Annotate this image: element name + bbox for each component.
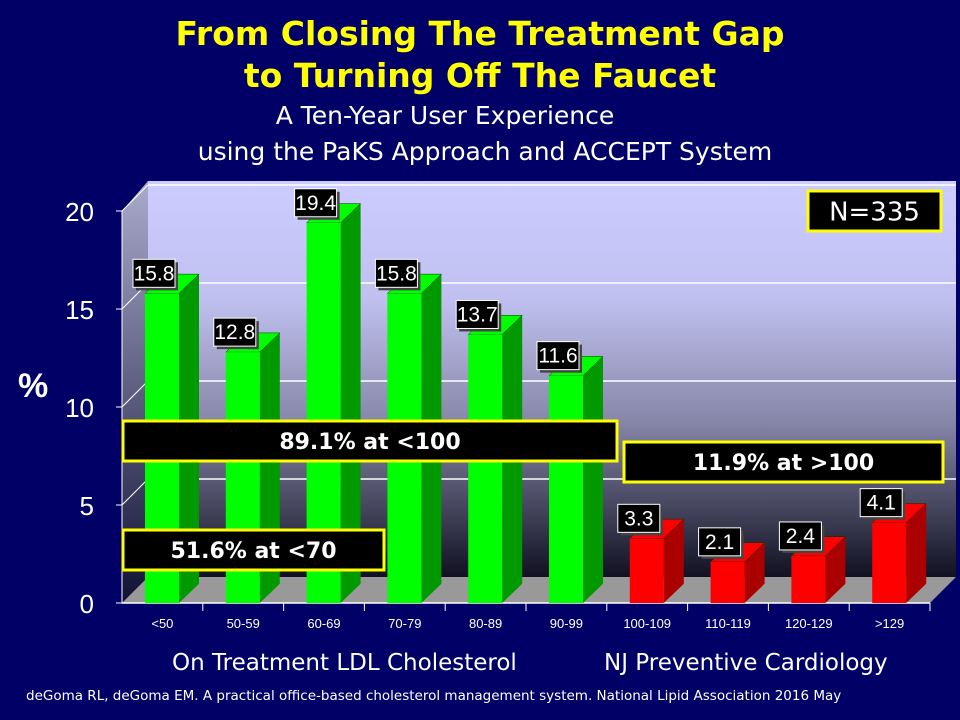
data-label-box	[778, 521, 822, 551]
x-tick-label: 50-59	[227, 616, 260, 631]
bar	[468, 334, 503, 603]
bar	[872, 522, 907, 603]
y-tick-label: 20	[65, 197, 94, 227]
x-tick-label: 100-109	[623, 616, 671, 631]
data-label: 12.8	[214, 321, 255, 344]
bar-side	[663, 519, 684, 603]
data-label: 11.6	[538, 345, 577, 368]
gridline-side	[121, 478, 149, 506]
y-tick-label: 5	[80, 491, 94, 521]
below-100-annotation: 89.1% at <100	[279, 430, 460, 455]
x-axis-title: On Treatment LDL Cholesterol	[172, 650, 517, 676]
below-70-annotation-box	[121, 528, 386, 572]
citation: deGoma RL, deGoma EM. A practical office…	[26, 688, 842, 704]
x-tick-label: 80-89	[469, 616, 502, 631]
x-tick-label: 70-79	[388, 616, 421, 631]
data-label-box	[536, 341, 580, 371]
subtitle-line-2: using the PaKS Approach and ACCEPT Syste…	[197, 137, 773, 166]
data-label: 15.8	[376, 262, 417, 285]
data-label: 19.4	[295, 192, 336, 215]
y-axis-label: %	[18, 367, 48, 405]
bar	[710, 561, 745, 603]
bar	[791, 555, 826, 603]
data-label-box	[132, 258, 176, 288]
x-tick-label: 60-69	[307, 616, 340, 631]
x-tick-label: >129	[875, 616, 904, 631]
x-tick-label: 90-99	[550, 616, 583, 631]
gridline-side	[121, 380, 149, 408]
data-label: 3.3	[624, 507, 653, 530]
data-label-box	[294, 188, 338, 218]
subtitle-line-1: A Ten-Year User Experience	[275, 101, 615, 130]
x-tick-label: 110-119	[705, 616, 751, 631]
bar-side	[583, 356, 603, 603]
data-label-box	[859, 488, 903, 518]
bar-side	[744, 542, 765, 603]
y-tick-label: 0	[80, 589, 94, 619]
data-label: 2.4	[786, 525, 816, 548]
data-label-box	[374, 258, 418, 288]
y-tick-label: 10	[65, 393, 94, 423]
data-label-box	[455, 299, 499, 329]
x-tick-label: 120-129	[785, 616, 833, 631]
bar	[629, 538, 664, 603]
data-label: 2.1	[705, 531, 734, 554]
title-line-2: to Turning Off The Faucet	[243, 56, 717, 95]
bar	[549, 375, 583, 603]
n-annotation-box	[806, 189, 943, 233]
bar-side	[340, 203, 361, 603]
data-label: 13.7	[457, 303, 498, 326]
source-org: NJ Preventive Cardiology	[604, 650, 888, 676]
data-label-box	[213, 317, 257, 347]
data-label-box	[617, 503, 661, 533]
title-line-1: From Closing The Treatment Gap	[175, 14, 785, 53]
bar-side	[906, 503, 927, 603]
bar-side	[825, 536, 846, 603]
above-100-annotation: 11.9% at >100	[693, 451, 874, 476]
data-label: 15.8	[134, 262, 175, 285]
data-label-box	[698, 527, 742, 557]
x-tick-label: <50	[151, 616, 173, 631]
y-tick-label: 15	[65, 295, 94, 325]
below-100-annotation-box	[121, 419, 619, 463]
n-annotation: N=335	[829, 197, 920, 227]
data-label: 4.1	[867, 492, 896, 515]
gridline-side	[121, 184, 149, 212]
above-100-annotation-box	[622, 440, 945, 484]
below-70-annotation: 51.6% at <70	[170, 539, 336, 564]
